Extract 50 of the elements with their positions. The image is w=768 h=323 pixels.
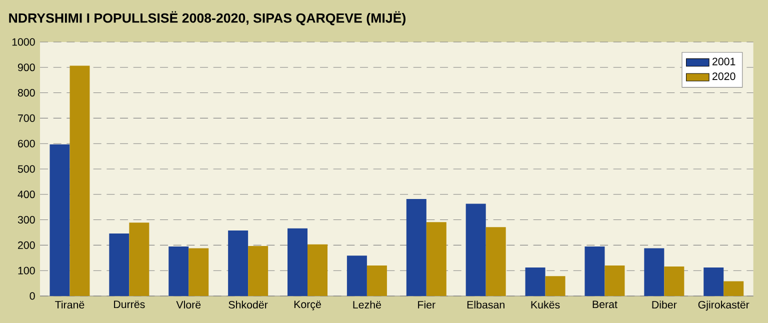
x-tick-label: Fier [418,300,436,309]
y-tick-label: 100 [18,266,35,274]
y-tick-label: 500 [18,165,35,173]
x-tick-label: Lezhë [353,300,381,309]
bar [129,222,150,296]
bar [584,246,605,296]
y-tick-label: 800 [18,89,35,97]
x-tick-label: Elbasan [467,300,504,309]
bar [248,246,268,296]
x-tick-label: Shkodër [228,300,268,309]
bar [308,244,328,296]
bar [545,276,566,296]
y-tick-label: 400 [18,190,35,198]
x-tick-label: Diber [652,300,677,309]
bar [486,227,506,296]
y-tick-label: 1000 [12,38,35,46]
y-tick-label: 300 [18,216,35,224]
bar [366,266,387,296]
bar [704,268,724,296]
x-tick-label: Durrës [114,300,145,308]
bar [288,228,308,296]
x-tick-label: Berat [592,300,618,308]
x-tick-label: Kukës [531,300,560,309]
bar [724,281,744,296]
bar [70,66,90,296]
x-tick-label: Gjirokastër [698,300,750,311]
bar [604,266,625,296]
bar [168,246,189,296]
bar [50,144,70,296]
legend-label: 2020 [712,72,736,80]
bar [188,248,209,296]
bar [525,268,546,296]
bar [644,248,664,296]
legend-label: 2001 [712,58,736,66]
bar [426,222,446,296]
bar [406,198,426,296]
y-tick-label: 0 [30,292,35,300]
y-tick-label: 700 [18,114,35,122]
y-tick-label: 200 [18,241,35,249]
bar [228,230,248,296]
y-tick-label: 600 [18,140,35,148]
bar [466,204,486,296]
x-tick-label: Tiranë [55,300,84,309]
bar [109,234,130,296]
y-tick-label: 900 [18,64,35,72]
chart-title: NDRYSHIMI I POPULLSISË 2008-2020, SIPAS QARQEVE (MIJË) [9,11,406,26]
x-tick-label: Korçë [294,300,321,310]
bar [346,256,367,296]
x-tick-label: Vlorë [176,300,201,309]
bar [664,266,684,296]
